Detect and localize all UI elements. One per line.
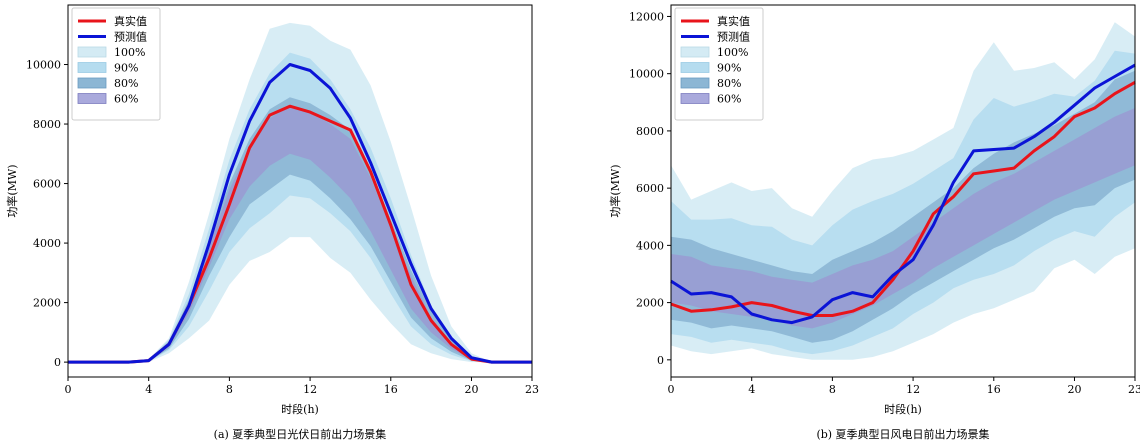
chart-panel-wind: 0 4 8 12 16 20 23 0 2000 4000 6000 8000 10000 12000 时段… bbox=[608, 4, 1140, 441]
y-tick-label: 4000 bbox=[636, 239, 664, 252]
legend-label: 100% bbox=[114, 46, 145, 59]
x-axis-label: 时段(h) bbox=[884, 402, 922, 416]
y-tick-label: 2000 bbox=[33, 297, 61, 310]
legend-label: 80% bbox=[114, 77, 138, 90]
x-tick-label: 4 bbox=[145, 383, 152, 396]
y-tick-label: 6000 bbox=[636, 182, 664, 195]
legend-label: 60% bbox=[717, 93, 741, 106]
legend-label: 预测值 bbox=[114, 31, 147, 44]
series-line-forecast bbox=[68, 63, 532, 364]
y-tick-label: 12000 bbox=[629, 10, 664, 23]
x-tick-label: 23 bbox=[525, 383, 539, 396]
legend-label: 100% bbox=[717, 46, 748, 59]
x-tick-label: 20 bbox=[1067, 383, 1081, 396]
x-tick-label: 0 bbox=[65, 383, 72, 396]
y-tick-label: 2000 bbox=[636, 297, 664, 310]
legend-swatch-patch bbox=[680, 46, 710, 58]
legend-label: 80% bbox=[717, 77, 741, 90]
y-tick-label: 0 bbox=[54, 356, 61, 369]
legend-label: 90% bbox=[717, 62, 741, 75]
y-axis-label: 功率(MW) bbox=[608, 164, 622, 217]
legend-label: 90% bbox=[114, 62, 138, 75]
x-tick-label: 0 bbox=[668, 383, 675, 396]
x-tick-label: 12 bbox=[906, 383, 920, 396]
legend-label: 预测值 bbox=[717, 31, 750, 44]
legend-swatch-patch bbox=[680, 62, 710, 73]
legend-swatch-patch bbox=[77, 93, 107, 104]
x-tick-label: 4 bbox=[748, 383, 755, 396]
plot-frame bbox=[670, 4, 1136, 378]
legend-swatch-patch bbox=[77, 46, 107, 58]
y-tick-label: 8000 bbox=[636, 125, 664, 138]
legend-swatch-patch bbox=[680, 93, 710, 104]
y-tick-label: 8000 bbox=[33, 118, 61, 131]
plot-frame bbox=[67, 4, 533, 378]
legend-swatch-patch bbox=[77, 62, 107, 73]
y-tick-label: 4000 bbox=[33, 237, 61, 250]
x-tick-label: 8 bbox=[829, 383, 836, 396]
y-tick-label: 10000 bbox=[26, 59, 61, 72]
chart-caption: (a) 夏季典型日光伏日前出力场景集 bbox=[214, 427, 387, 441]
x-tick-label: 16 bbox=[987, 383, 1001, 396]
legend-label: 真实值 bbox=[717, 14, 750, 28]
x-tick-label: 16 bbox=[384, 383, 398, 396]
chart-panel-pv: 0 4 8 12 16 20 23 0 2000 4000 6000 8000 10000 时段(h) 功率… bbox=[5, 4, 539, 441]
band-60pct bbox=[671, 108, 1135, 329]
x-tick-label: 8 bbox=[226, 383, 233, 396]
y-tick-label: 6000 bbox=[33, 178, 61, 191]
x-axis-label: 时段(h) bbox=[281, 402, 319, 416]
series-line-actual bbox=[670, 80, 1136, 317]
y-tick-label: 10000 bbox=[629, 68, 664, 81]
legend-swatch-patch bbox=[77, 77, 107, 89]
x-tick-label: 12 bbox=[303, 383, 317, 396]
band-80pct bbox=[671, 70, 1135, 343]
band-60pct bbox=[68, 106, 532, 363]
legend-swatch-patch bbox=[680, 77, 710, 89]
chart-caption: (b) 夏季典型日风电日前出力场景集 bbox=[816, 427, 989, 441]
legend-label: 60% bbox=[114, 93, 138, 106]
y-tick-label: 0 bbox=[657, 354, 664, 367]
x-tick-label: 23 bbox=[1128, 383, 1140, 396]
x-tick-label: 20 bbox=[464, 383, 478, 396]
y-axis-label: 功率(MW) bbox=[5, 164, 19, 217]
series-line-forecast bbox=[670, 63, 1136, 325]
legend-label: 真实值 bbox=[114, 14, 147, 28]
